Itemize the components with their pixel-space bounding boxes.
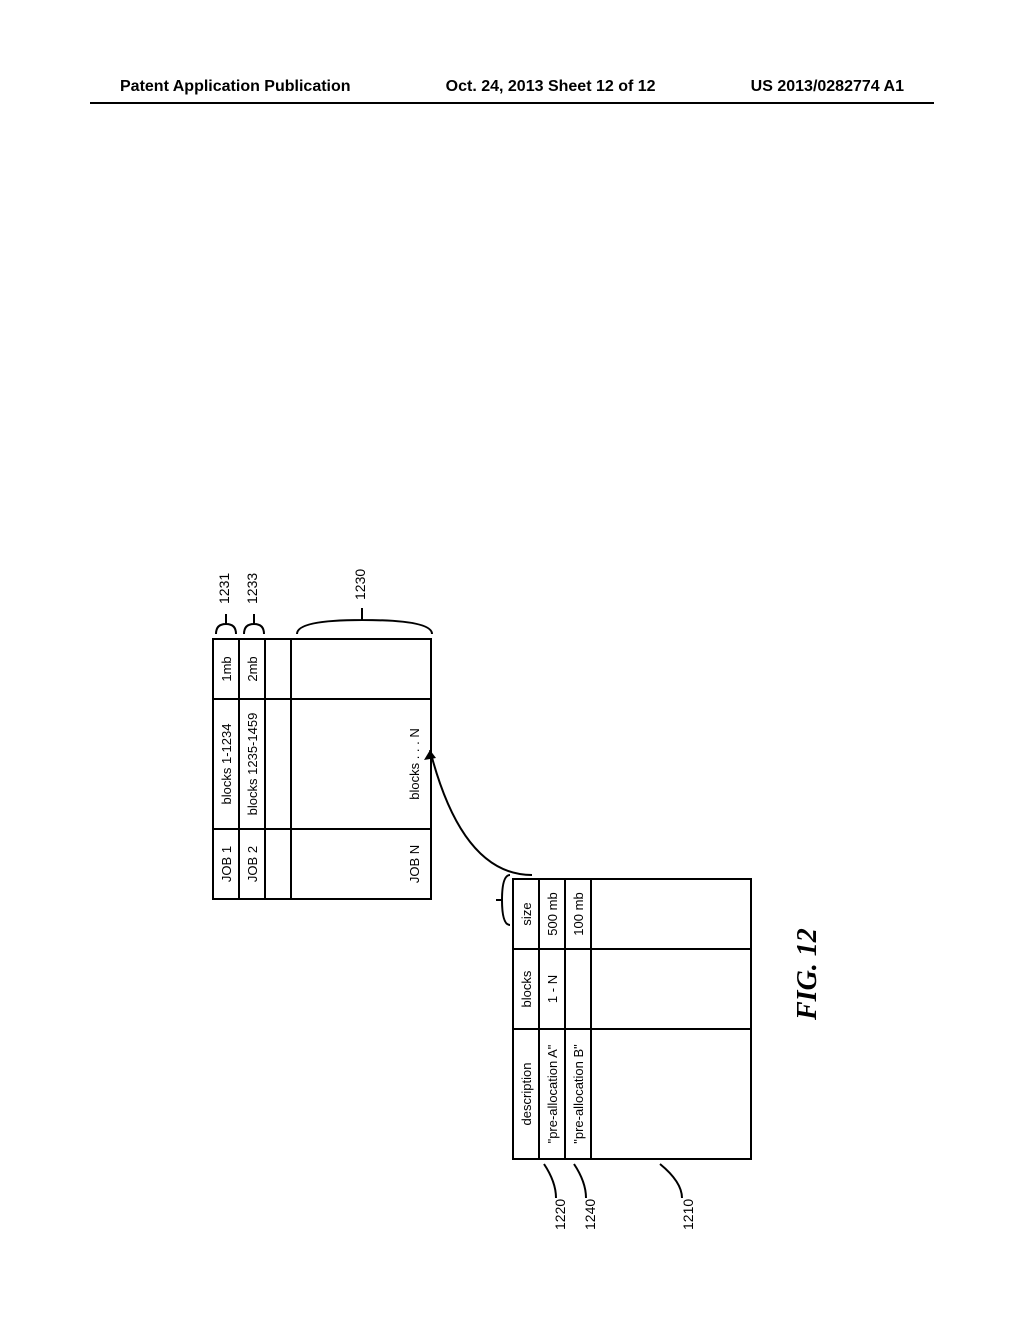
table-row: JOB 2 blocks 1235-1459 2mb [239,639,265,899]
size-cell: 100 mb [565,879,591,949]
size-cell [291,639,431,699]
desc-cell: "pre-allocation A" [539,1029,565,1159]
size-cell: 2mb [239,639,265,699]
table-row: description blocks size [513,879,539,1159]
ref-1231: 1231 [216,573,232,604]
blocks-cell [265,699,291,829]
table-row: "pre-allocation B" 100 mb [565,879,591,1159]
ref-lead-1210 [652,1160,692,1200]
ref-1240: 1240 [582,1199,598,1230]
header-right: US 2013/0282774 A1 [751,78,904,96]
size-cell [591,879,751,949]
prealloc-table: description blocks size "pre-allocation … [512,878,752,1160]
job-cell: JOB N [291,829,431,899]
job-cell: JOB 1 [213,829,239,899]
table-row [265,639,291,899]
ref-1233: 1233 [244,573,260,604]
desc-cell [591,1029,751,1159]
table-row [591,879,751,1159]
header-center: Oct. 24, 2013 Sheet 12 of 12 [446,78,656,96]
header-rule [90,102,934,104]
header-blocks: blocks [513,949,539,1029]
size-cell [265,639,291,699]
ref-1210: 1210 [680,1199,696,1230]
ref-lead-1240 [564,1160,594,1200]
header-description: description [513,1029,539,1159]
blocks-cell: blocks 1-1234 [213,699,239,829]
desc-cell: "pre-allocation B" [565,1029,591,1159]
job-table: JOB 1 blocks 1-1234 1mb JOB 2 blocks 123… [212,638,432,900]
ref-1220: 1220 [552,1199,568,1230]
page-header: Patent Application Publication Oct. 24, … [0,78,1024,96]
table-row: JOB 1 blocks 1-1234 1mb [213,639,239,899]
ref-lead-1220 [534,1160,564,1200]
blocks-cell: blocks . . . N [291,699,431,829]
table-row: JOB N blocks . . . N [291,639,431,899]
job-cell: JOB 2 [239,829,265,899]
size-cell: 1mb [213,639,239,699]
rotated-figure-content: JOB 1 blocks 1-1234 1mb JOB 2 blocks 123… [212,330,812,1230]
table-row: "pre-allocation A" 1 - N 500 mb [539,879,565,1159]
size-cell: 500 mb [539,879,565,949]
figure-label: FIG. 12 [792,928,824,1020]
figure-12: JOB 1 blocks 1-1234 1mb JOB 2 blocks 123… [0,200,1024,1200]
blocks-cell [565,949,591,1029]
job-cell [265,829,291,899]
blocks-cell: 1 - N [539,949,565,1029]
ref-1230: 1230 [352,569,368,600]
blocks-cell: blocks 1235-1459 [239,699,265,829]
blocks-cell [591,949,751,1029]
header-size: size [513,879,539,949]
header-left: Patent Application Publication [120,78,351,96]
